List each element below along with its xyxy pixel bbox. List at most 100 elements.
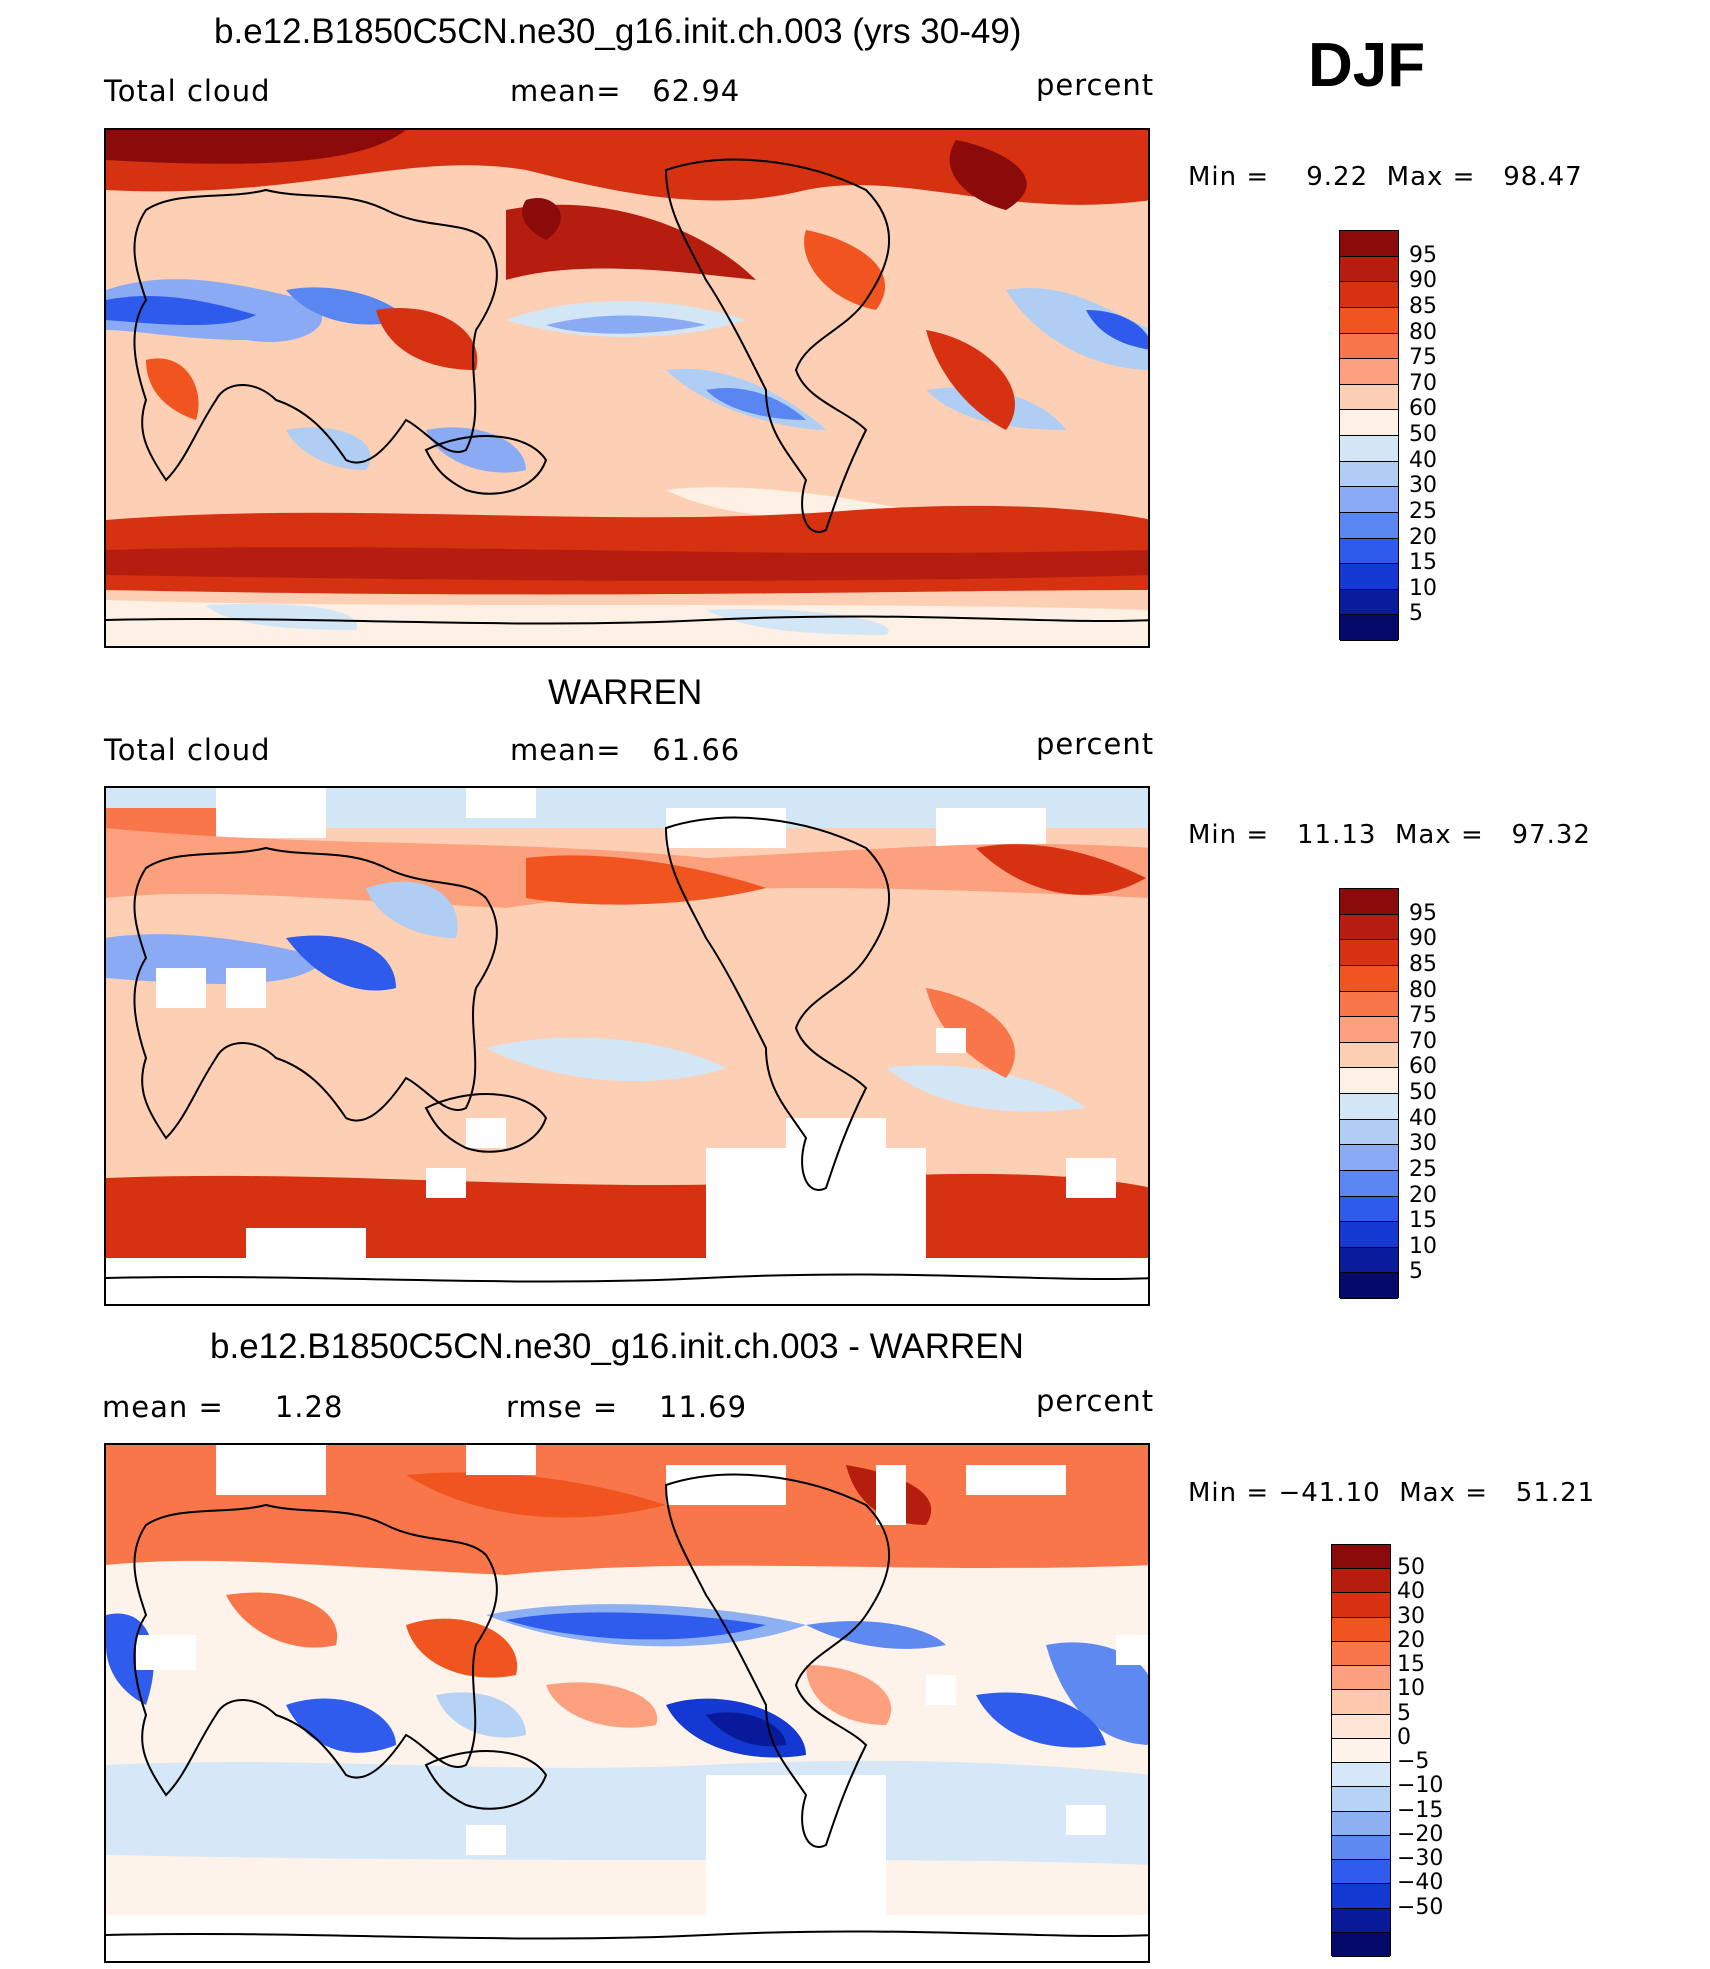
colorbar-tick-label: −15 bbox=[1397, 1797, 1444, 1823]
colorbar-tick-label: −10 bbox=[1397, 1773, 1444, 1799]
colorbar-swatch bbox=[1332, 1545, 1390, 1570]
colorbar-tick-label: 5 bbox=[1409, 601, 1423, 627]
colorbar-tick-label: 5 bbox=[1397, 1700, 1411, 1726]
colorbar-swatch bbox=[1332, 1835, 1390, 1861]
colorbar-swatch bbox=[1340, 991, 1398, 1018]
colorbar-3-frame bbox=[1331, 1544, 1391, 1957]
panel-1-map bbox=[104, 128, 1150, 648]
colorbar-swatch bbox=[1340, 384, 1398, 411]
colorbar-tick-label: 10 bbox=[1409, 1233, 1437, 1259]
colorbar-swatch bbox=[1340, 564, 1398, 590]
colorbar-tick-label: 20 bbox=[1409, 1182, 1437, 1208]
colorbar-swatch bbox=[1332, 1666, 1390, 1691]
panel-1-colorbar: 95 90 85 80 75 70 60 50 40 30 25 20 15 10 5 bbox=[1339, 230, 1439, 641]
colorbar-swatch bbox=[1340, 1170, 1398, 1197]
colorbar-tick-label: 60 bbox=[1409, 1054, 1437, 1080]
colorbar-tick-label: 50 bbox=[1409, 1080, 1437, 1105]
panel-3-units: percent bbox=[1036, 1384, 1155, 1418]
panel-2-units: percent bbox=[1036, 727, 1155, 761]
panel-1-mean-label: mean= 62.94 bbox=[510, 74, 741, 108]
colorbar-tick-label: −5 bbox=[1397, 1749, 1430, 1775]
colorbar-tick-label: 0 bbox=[1397, 1724, 1411, 1750]
panel-1-minmax: Min = 9.22 Max = 98.47 bbox=[1188, 162, 1583, 192]
panel-3-mean-label: mean = 1.28 bbox=[102, 1390, 344, 1424]
colorbar-3-swatches bbox=[1332, 1545, 1390, 1957]
colorbar-swatch bbox=[1340, 512, 1398, 539]
colorbar-tick-label: 85 bbox=[1409, 293, 1437, 319]
colorbar-tick-label: 30 bbox=[1409, 1131, 1437, 1157]
colorbar-tick-label: 85 bbox=[1409, 951, 1437, 977]
colorbar-tick-label: 5 bbox=[1409, 1259, 1423, 1285]
colorbar-swatch bbox=[1340, 1222, 1398, 1248]
colorbar-1-frame bbox=[1339, 230, 1399, 641]
colorbar-tick-label: 90 bbox=[1409, 926, 1437, 952]
colorbar-swatch bbox=[1340, 333, 1398, 360]
panel-1-variable-label: Total cloud bbox=[104, 74, 271, 108]
panel-1-units: percent bbox=[1036, 68, 1155, 102]
colorbar-tick-label: 20 bbox=[1409, 524, 1437, 550]
colorbar-tick-label: 30 bbox=[1397, 1603, 1425, 1629]
colorbar-swatch bbox=[1340, 914, 1398, 941]
colorbar-swatch bbox=[1340, 1068, 1398, 1094]
colorbar-tick-label: −20 bbox=[1397, 1821, 1444, 1847]
panel-3-minmax: Min = −41.10 Max = 51.21 bbox=[1188, 1478, 1596, 1508]
panel-2-mean-label: mean= 61.66 bbox=[510, 733, 741, 767]
panel-3-map-graphic bbox=[106, 1445, 1148, 1961]
panel-3-map bbox=[104, 1443, 1150, 1963]
colorbar-swatch bbox=[1332, 1932, 1390, 1957]
colorbar-tick-label: 10 bbox=[1409, 575, 1437, 601]
colorbar-swatch bbox=[1332, 1763, 1390, 1788]
colorbar-swatch bbox=[1340, 940, 1398, 966]
colorbar-swatch bbox=[1332, 1617, 1390, 1642]
colorbar-tick-label: 30 bbox=[1409, 473, 1437, 499]
colorbar-tick-label: 25 bbox=[1409, 498, 1437, 524]
panel-2-variable-label: Total cloud bbox=[104, 733, 271, 767]
colorbar-tick-label: 95 bbox=[1409, 900, 1437, 926]
colorbar-swatch bbox=[1340, 359, 1398, 385]
colorbar-swatch bbox=[1332, 1690, 1390, 1715]
colorbar-swatch bbox=[1340, 231, 1398, 257]
panel-3-title: b.e12.B1850C5CN.ne30_g16.init.ch.003 - W… bbox=[210, 1327, 1024, 1366]
colorbar-tick-label: 80 bbox=[1409, 319, 1437, 345]
panel-2-minmax: Min = 11.13 Max = 97.32 bbox=[1188, 820, 1591, 850]
colorbar-swatch bbox=[1340, 1042, 1398, 1069]
colorbar-swatch bbox=[1340, 461, 1398, 488]
colorbar-swatch bbox=[1340, 1017, 1398, 1043]
colorbar-tick-label: 90 bbox=[1409, 268, 1437, 294]
colorbar-1-swatches bbox=[1340, 231, 1398, 641]
colorbar-swatch bbox=[1332, 1641, 1390, 1667]
panel-2-colorbar: 95 90 85 80 75 70 60 50 40 30 25 20 15 10 5 bbox=[1339, 888, 1439, 1299]
colorbar-tick-label: 10 bbox=[1397, 1676, 1425, 1702]
colorbar-tick-label: −50 bbox=[1397, 1894, 1444, 1920]
colorbar-tick-label: 50 bbox=[1397, 1555, 1425, 1581]
colorbar-swatch bbox=[1340, 1247, 1398, 1274]
colorbar-swatch bbox=[1340, 538, 1398, 565]
colorbar-swatch bbox=[1340, 436, 1398, 462]
colorbar-tick-label: 70 bbox=[1409, 1028, 1437, 1054]
colorbar-swatch bbox=[1332, 1787, 1390, 1812]
panel-1-map-graphic bbox=[106, 130, 1148, 646]
panel-2-map bbox=[104, 786, 1150, 1306]
colorbar-tick-label: 40 bbox=[1409, 1105, 1437, 1131]
colorbar-tick-label: 20 bbox=[1397, 1627, 1425, 1653]
colorbar-2-swatches bbox=[1340, 889, 1398, 1299]
colorbar-tick-label: 75 bbox=[1409, 345, 1437, 371]
panel-1-title: b.e12.B1850C5CN.ne30_g16.init.ch.003 (yr… bbox=[214, 12, 1022, 51]
colorbar-swatch bbox=[1332, 1714, 1390, 1739]
colorbar-swatch bbox=[1332, 1908, 1390, 1933]
colorbar-swatch bbox=[1332, 1884, 1390, 1909]
colorbar-tick-label: 60 bbox=[1409, 396, 1437, 422]
panel-2-title: WARREN bbox=[548, 673, 703, 712]
colorbar-tick-label: 15 bbox=[1397, 1652, 1425, 1678]
colorbar-swatch bbox=[1340, 889, 1398, 915]
colorbar-swatch bbox=[1340, 1145, 1398, 1171]
colorbar-tick-label: 15 bbox=[1409, 1208, 1437, 1234]
colorbar-swatch bbox=[1340, 307, 1398, 334]
panel-2-map-graphic bbox=[106, 788, 1148, 1304]
colorbar-tick-label: 70 bbox=[1409, 370, 1437, 396]
colorbar-tick-label: 95 bbox=[1409, 242, 1437, 268]
panel-3-rmse-label: rmse = 11.69 bbox=[506, 1390, 748, 1424]
colorbar-swatch bbox=[1340, 615, 1398, 641]
colorbar-tick-label: 25 bbox=[1409, 1156, 1437, 1182]
colorbar-swatch bbox=[1340, 256, 1398, 283]
